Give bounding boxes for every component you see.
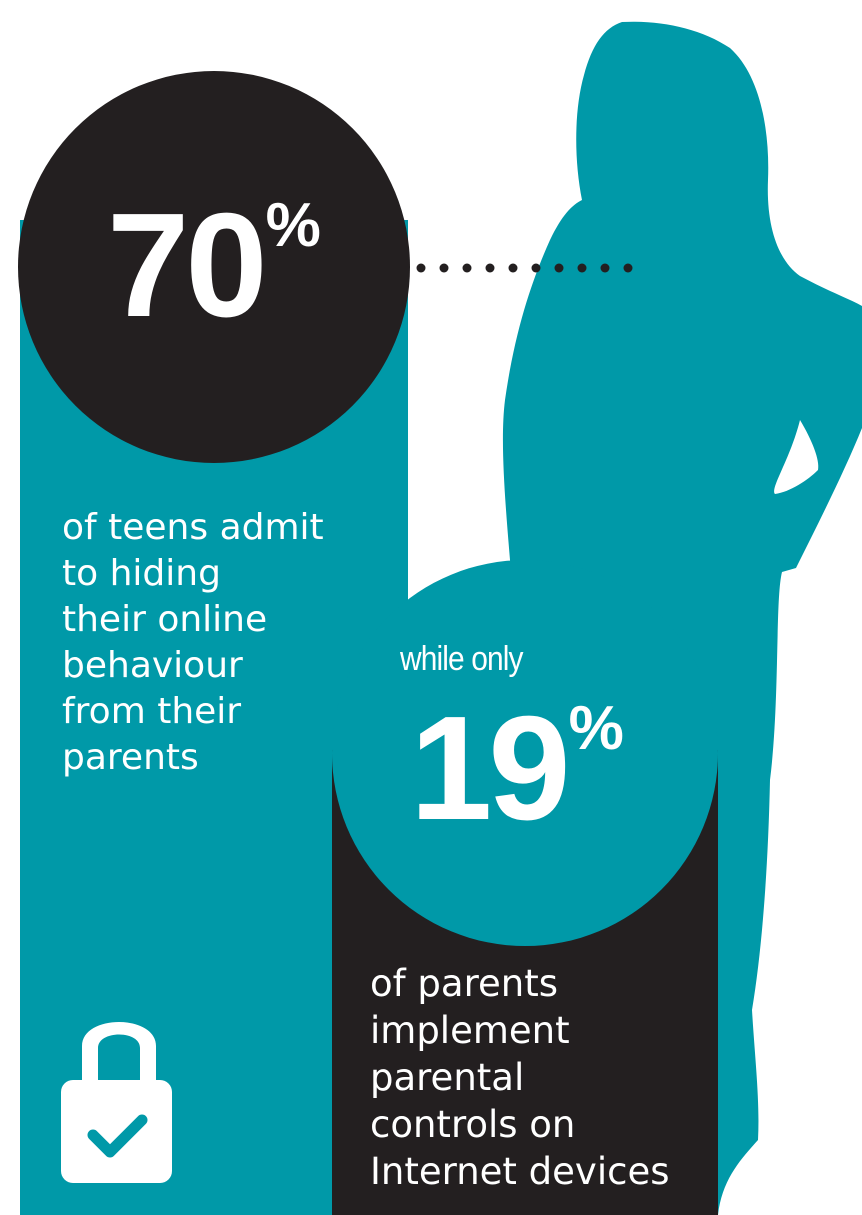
teens-stat-caption: of teens admit to hiding their online be…	[62, 507, 324, 778]
parents-stat-intro: while only	[400, 640, 523, 678]
parents-stat-caption: of parents implement parental controls o…	[370, 962, 670, 1193]
lock-check-icon	[61, 1022, 172, 1183]
parents-stat-number: 19%	[410, 686, 624, 851]
teens-stat-number: 70%	[107, 183, 321, 348]
teens-stat-percent: %	[265, 191, 321, 261]
parents-stat-percent: %	[568, 694, 624, 764]
teens-circle	[18, 71, 410, 463]
dotted-connector	[416, 263, 633, 273]
parents-circle	[332, 560, 718, 946]
hip-gap	[774, 420, 819, 494]
